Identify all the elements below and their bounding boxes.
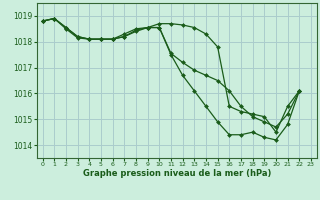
X-axis label: Graphe pression niveau de la mer (hPa): Graphe pression niveau de la mer (hPa) [83, 169, 271, 178]
